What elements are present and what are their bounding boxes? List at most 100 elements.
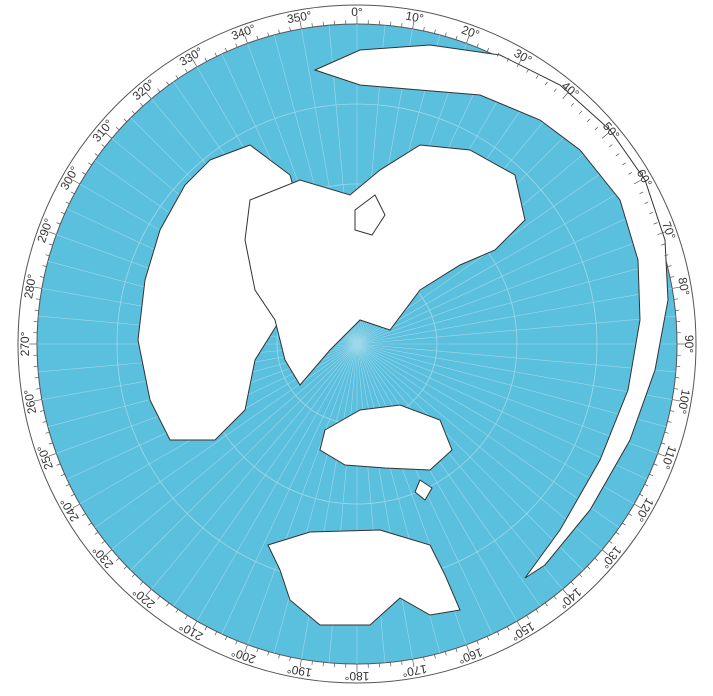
ring-tick — [105, 132, 113, 139]
radial-line — [356, 343, 658, 454]
ring-tick — [101, 540, 106, 544]
ring-tick — [175, 75, 179, 79]
ring-tick — [94, 531, 99, 535]
ring-tick — [526, 615, 529, 619]
antarctica — [267, 529, 461, 626]
bearing-label: 70° — [659, 220, 678, 242]
ring-tick — [60, 211, 65, 215]
ring-tick — [586, 118, 591, 122]
ring-tick — [192, 620, 198, 629]
ring-tick — [65, 483, 70, 487]
ring-tick — [48, 243, 53, 246]
ring-tick — [570, 581, 575, 586]
ring-tick — [466, 644, 470, 653]
ring-tick — [633, 179, 642, 185]
ring-tick — [139, 581, 144, 586]
radial-line — [356, 315, 676, 345]
ring-tick — [516, 59, 522, 68]
radial-line — [173, 343, 358, 607]
ring-tick — [65, 201, 70, 205]
bearing-label: 350° — [286, 8, 313, 26]
radial-line — [130, 343, 358, 571]
bearing-label: 20° — [460, 23, 482, 42]
ring-tick — [644, 483, 649, 487]
ring-tick — [486, 636, 490, 641]
ring-tick — [185, 615, 188, 619]
ring-tick — [562, 588, 569, 596]
ring-tick — [48, 442, 53, 445]
ring-tick — [72, 179, 81, 185]
ring-tick — [667, 421, 672, 423]
ring-tick — [139, 102, 144, 107]
ring-tick — [496, 631, 500, 636]
ring-tick — [544, 81, 548, 86]
ring-tick — [434, 29, 436, 34]
ring-tick — [535, 75, 539, 79]
radial-line — [196, 343, 358, 622]
ring-tick — [166, 81, 170, 86]
ring-tick — [653, 222, 658, 225]
ring-tick — [256, 648, 259, 653]
radial-line — [356, 343, 676, 373]
ring-tick — [653, 463, 658, 466]
ring-tick — [244, 35, 248, 44]
ring-tick — [444, 651, 447, 656]
ring-tick — [42, 421, 47, 423]
ring-tick — [256, 35, 259, 40]
ring-tick — [669, 410, 674, 412]
ring-tick — [82, 513, 86, 516]
radial-line — [221, 343, 358, 635]
ring-tick — [235, 43, 238, 48]
ring-tick — [115, 126, 120, 131]
ring-tick — [608, 540, 613, 544]
ring-tick — [244, 644, 248, 653]
ring-tick — [214, 52, 218, 57]
ring-tick — [36, 388, 41, 390]
bearing-label: 170° — [401, 662, 428, 680]
ring-tick — [644, 201, 649, 205]
ring-tick — [278, 29, 280, 34]
ring-tick — [669, 276, 674, 278]
ring-tick — [45, 431, 50, 434]
ring-tick — [70, 493, 75, 497]
americas — [313, 44, 669, 579]
radial-line — [94, 343, 358, 528]
bearing-label: 280° — [21, 273, 39, 300]
ring-tick — [115, 557, 120, 562]
ring-tick — [48, 453, 57, 457]
radial-line — [247, 343, 358, 645]
ring-tick — [131, 573, 135, 578]
ring-tick — [526, 69, 529, 73]
ring-tick — [401, 23, 403, 28]
ring-tick — [661, 243, 666, 246]
ring-tick — [157, 88, 161, 93]
ring-tick — [455, 35, 458, 40]
ring-tick — [667, 265, 672, 267]
ring-tick — [608, 144, 613, 148]
ring-tick — [423, 27, 425, 32]
ring-tick — [72, 503, 81, 509]
bearing-label: 270° — [18, 331, 32, 356]
bearing-label: 190° — [286, 662, 313, 680]
ring-tick — [45, 254, 50, 257]
ring-tick — [204, 626, 208, 631]
ring-tick — [88, 162, 92, 166]
ring-tick — [649, 473, 654, 477]
ring-tick — [48, 231, 57, 235]
ring-tick — [289, 27, 291, 32]
ring-tick — [224, 47, 228, 52]
australia — [319, 404, 453, 471]
ring-tick — [672, 399, 681, 402]
bearing-label: 80° — [675, 276, 692, 297]
bearing-label: 260° — [21, 388, 39, 415]
ring-tick — [673, 298, 678, 300]
ring-tick — [455, 648, 458, 653]
ring-tick — [412, 20, 415, 29]
ring-tick — [56, 222, 61, 225]
ring-tick — [661, 442, 666, 445]
ring-tick — [444, 32, 447, 37]
ring-tick — [40, 276, 45, 278]
ring-tick — [476, 43, 479, 48]
asia — [244, 144, 526, 386]
